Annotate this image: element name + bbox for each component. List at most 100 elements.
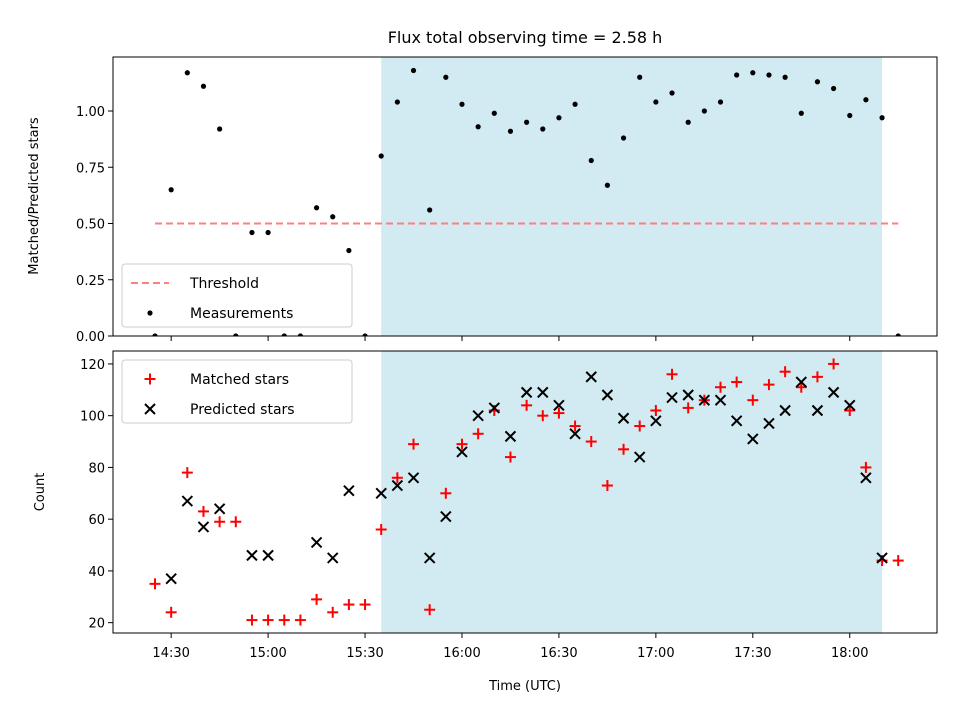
x-tick-label: 16:30 <box>540 646 577 661</box>
measurement-point <box>313 205 320 211</box>
matched-star-point <box>537 410 549 422</box>
measurement-point <box>572 101 578 107</box>
predicted-star-point <box>440 510 452 523</box>
matched-star-point <box>666 368 678 380</box>
measurement-point <box>200 83 207 89</box>
matched-star-point <box>408 438 420 450</box>
matched-star-point <box>197 505 209 517</box>
legend-box <box>121 263 353 328</box>
predicted-star-point <box>423 552 436 564</box>
x-tick-label: 17:00 <box>637 646 674 661</box>
matched-star-point <box>553 407 565 419</box>
predicted-star-point <box>876 552 888 564</box>
predicted-star-point <box>456 446 468 458</box>
matched-star-point <box>795 381 807 393</box>
measurement-point <box>330 214 336 220</box>
measurement-point <box>168 187 174 193</box>
predicted-star-point <box>844 399 856 412</box>
matched-star-point <box>262 614 274 626</box>
count-panel: 20 40 60 80 100 120 14:30 15:00 15:30 16:00 16:30 1… <box>80 350 938 661</box>
matched-star-point <box>601 480 613 492</box>
predicted-star-point <box>504 430 517 443</box>
predicted-star-point <box>634 451 646 463</box>
top-data-marks <box>152 67 901 336</box>
matched-star-point <box>149 578 161 590</box>
bottom-y-tick-label: 40 <box>88 565 105 580</box>
matched-star-point <box>359 599 371 611</box>
matched-star-point <box>521 399 533 411</box>
x-tick-label: 18:00 <box>831 646 868 661</box>
predicted-star-point <box>682 389 694 401</box>
measurement-point <box>879 115 885 121</box>
x-tick-label: 14:30 <box>152 646 189 661</box>
measurement-point <box>830 85 837 92</box>
measurement-point <box>378 153 384 159</box>
predicted-star-point <box>763 417 775 430</box>
matched-star-point <box>714 381 726 393</box>
bottom-y-tick-label: 100 <box>80 410 105 425</box>
predicted-star-point <box>327 552 339 564</box>
bottom-y-tick-label: 60 <box>88 513 105 528</box>
bottom-data-marks <box>149 358 904 626</box>
predicted-star-point <box>779 404 791 417</box>
top-y-tick-label: 0.25 <box>76 274 105 289</box>
predicted-star-point <box>246 549 258 562</box>
matched-star-point <box>634 420 646 432</box>
matched-star-point <box>165 606 177 618</box>
predicted-star-point <box>488 402 501 414</box>
predicted-star-point <box>472 409 484 422</box>
predicted-star-point <box>569 428 581 440</box>
matched-star-point <box>181 467 193 479</box>
x-axis-label: Time (UTC) <box>488 679 561 694</box>
measurement-point <box>782 74 788 80</box>
bottom-y-axis-label: Count <box>33 473 48 512</box>
top-y-tick-label: 0.50 <box>76 218 105 233</box>
legend-box <box>121 359 353 424</box>
matched-star-point <box>844 405 856 417</box>
legend-matched-handle <box>144 373 156 385</box>
measurement-point <box>297 333 304 336</box>
matched-star-point <box>327 606 339 618</box>
matched-star-point <box>278 614 290 626</box>
matched-star-point <box>811 371 823 383</box>
top-observing-span <box>381 57 883 336</box>
measurement-point <box>814 79 821 85</box>
matched-star-point <box>311 593 323 605</box>
legend-predicted-handle <box>144 403 156 415</box>
measurement-point <box>685 119 691 125</box>
matched-star-point <box>892 555 904 567</box>
measurement-point <box>524 119 530 125</box>
measurement-point <box>588 157 594 164</box>
predicted-star-point <box>262 549 274 562</box>
matched-star-point <box>440 487 452 499</box>
predicted-star-point <box>407 472 420 484</box>
predicted-star-point <box>181 495 194 507</box>
matched-star-point <box>375 524 387 536</box>
measurement-point <box>507 128 514 134</box>
measurement-point <box>249 229 255 236</box>
predicted-star-point <box>714 394 727 406</box>
measurement-point <box>475 124 481 130</box>
matched-star-point <box>618 443 630 455</box>
matched-star-point <box>828 358 840 370</box>
top-legend: Threshold Measurements <box>121 263 353 328</box>
measurement-point <box>459 101 465 107</box>
matched-star-point <box>230 516 242 528</box>
x-tick-label: 15:00 <box>249 646 286 661</box>
predicted-star-point <box>391 479 404 492</box>
measurement-point <box>217 126 223 132</box>
x-tick-label: 15:30 <box>346 646 383 661</box>
legend-measurement-handle <box>147 310 153 316</box>
predicted-star-point <box>730 415 743 427</box>
predicted-star-point <box>343 484 355 497</box>
bottom-y-tick-label: 120 <box>80 358 105 373</box>
predicted-star-point <box>650 415 662 427</box>
legend-label: Matched stars <box>190 372 289 388</box>
bottom-legend: Matched stars Predicted stars <box>121 359 353 424</box>
measurement-point <box>620 135 627 141</box>
bottom-observing-span <box>381 351 883 633</box>
measurement-point <box>717 99 724 105</box>
measurement-point <box>701 108 707 114</box>
measurement-point <box>540 126 546 132</box>
matched-star-point <box>731 376 743 388</box>
